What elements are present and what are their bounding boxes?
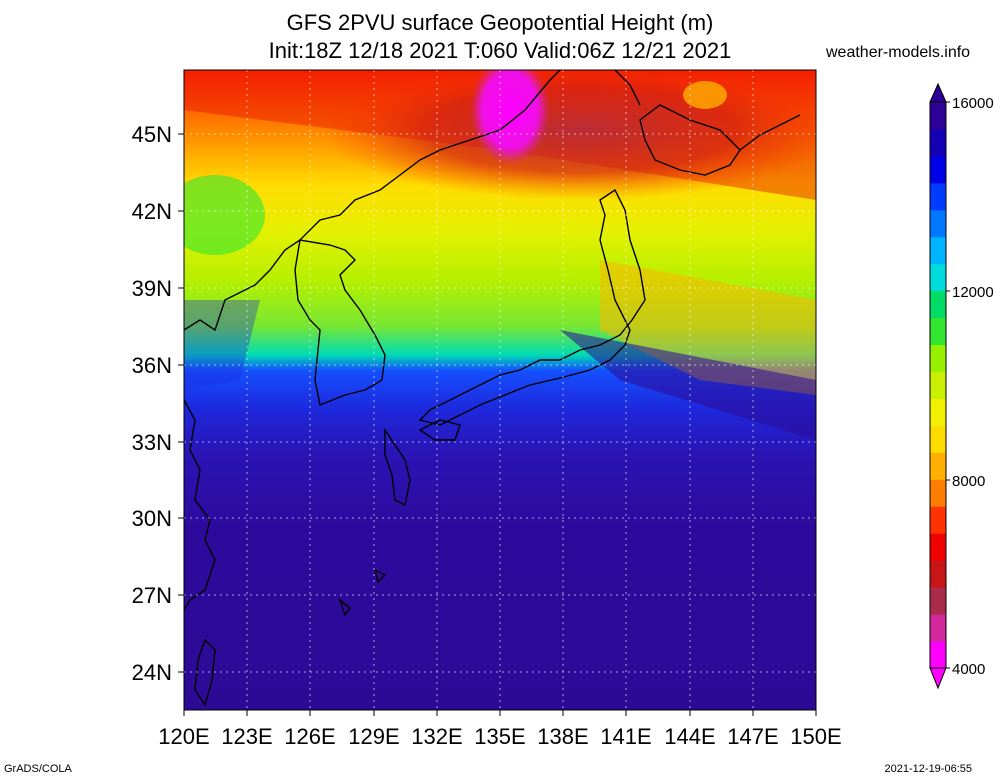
colorbar-bottom-arrow bbox=[929, 667, 947, 690]
lat-label-36n: 36N bbox=[132, 353, 172, 378]
colorbar-segment bbox=[930, 155, 946, 184]
watermark-text: weather-models.info bbox=[826, 44, 971, 61]
lon-label-135e: 135E bbox=[474, 724, 525, 749]
colorbar-segment bbox=[930, 560, 946, 588]
colorbar-top-arrow bbox=[929, 82, 947, 103]
colorbar-segment bbox=[930, 479, 946, 507]
lat-label-45n: 45N bbox=[132, 122, 172, 147]
lon-label-129e: 129E bbox=[348, 724, 399, 749]
colorbar bbox=[929, 101, 950, 669]
colorbar-segment bbox=[930, 452, 946, 480]
lon-label-147e: 147E bbox=[727, 724, 778, 749]
lat-label-33n: 33N bbox=[132, 430, 172, 455]
colorbar-segment bbox=[930, 371, 946, 399]
lon-label-123e: 123E bbox=[221, 724, 272, 749]
colorbar-segment bbox=[930, 290, 946, 319]
map-subtitle: Init:18Z 12/18 2021 T:060 Valid:06Z 12/2… bbox=[268, 38, 732, 63]
lat-label-39n: 39N bbox=[132, 276, 172, 301]
lat-label-27n: 27N bbox=[132, 583, 172, 608]
lon-label-132e: 132E bbox=[411, 724, 462, 749]
colorbar-segment bbox=[930, 533, 946, 561]
colorbar-segment bbox=[930, 209, 946, 238]
lon-label-150e: 150E bbox=[790, 724, 841, 749]
colorbar-segment bbox=[930, 128, 946, 157]
colorbar-segment bbox=[930, 344, 946, 373]
colorbar-segment bbox=[930, 263, 946, 292]
colorbar-label-8000: 8000 bbox=[952, 473, 985, 490]
lon-label-120e: 120E bbox=[158, 724, 209, 749]
footer-timestamp: 2021-12-19-06:55 bbox=[884, 763, 972, 775]
colorbar-label-16000: 16000 bbox=[952, 95, 994, 112]
colorbar-segment bbox=[930, 398, 946, 426]
colorbar-label-12000: 12000 bbox=[952, 284, 994, 301]
colorbar-segment bbox=[930, 102, 946, 130]
colorbar-segment bbox=[930, 614, 946, 642]
lon-label-141e: 141E bbox=[600, 724, 651, 749]
lat-label-42n: 42N bbox=[132, 199, 172, 224]
lat-label-24n: 24N bbox=[132, 660, 172, 685]
coastlines bbox=[184, 70, 801, 707]
field-shading bbox=[184, 70, 816, 710]
colorbar-segment bbox=[930, 587, 946, 615]
colorbar-label-4000: 4000 bbox=[952, 661, 985, 678]
grid-lines bbox=[184, 70, 816, 710]
colorbar-segment bbox=[930, 506, 946, 534]
lon-label-138e: 138E bbox=[537, 724, 588, 749]
colorbar-segment bbox=[930, 236, 946, 265]
footer-software: GrADS/COLA bbox=[4, 763, 72, 775]
lon-label-144e: 144E bbox=[664, 724, 715, 749]
colorbar-segment bbox=[930, 641, 946, 669]
colorbar-segment bbox=[930, 182, 946, 211]
axis-ticks bbox=[178, 133, 817, 716]
lat-label-30n: 30N bbox=[132, 506, 172, 531]
colorbar-segment bbox=[930, 317, 946, 346]
lon-label-126e: 126E bbox=[284, 724, 335, 749]
colorbar-segment bbox=[930, 425, 946, 453]
map-title: GFS 2PVU surface Geopotential Height (m) bbox=[286, 10, 714, 35]
